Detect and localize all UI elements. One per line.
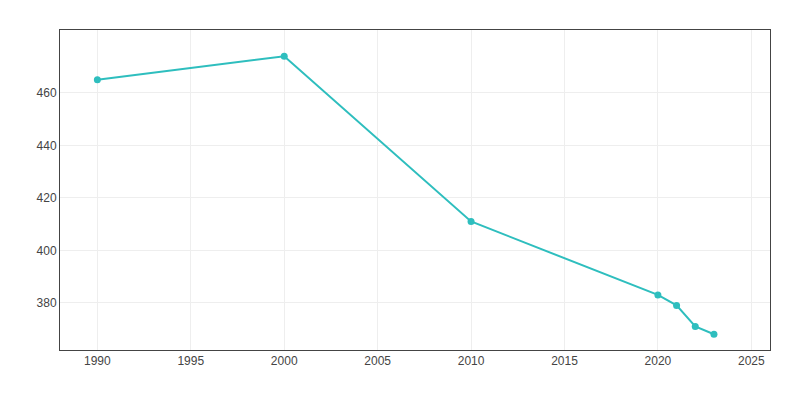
svg-text:2000: 2000 xyxy=(271,354,298,368)
svg-text:1995: 1995 xyxy=(177,354,204,368)
svg-text:1990: 1990 xyxy=(84,354,111,368)
svg-text:440: 440 xyxy=(37,139,57,153)
svg-text:2010: 2010 xyxy=(458,354,485,368)
svg-text:2015: 2015 xyxy=(551,354,578,368)
svg-text:420: 420 xyxy=(37,191,57,205)
svg-text:2005: 2005 xyxy=(364,354,391,368)
svg-text:380: 380 xyxy=(37,296,57,310)
svg-text:2020: 2020 xyxy=(645,354,672,368)
svg-text:2025: 2025 xyxy=(738,354,765,368)
svg-text:460: 460 xyxy=(37,86,57,100)
svg-text:400: 400 xyxy=(37,244,57,258)
